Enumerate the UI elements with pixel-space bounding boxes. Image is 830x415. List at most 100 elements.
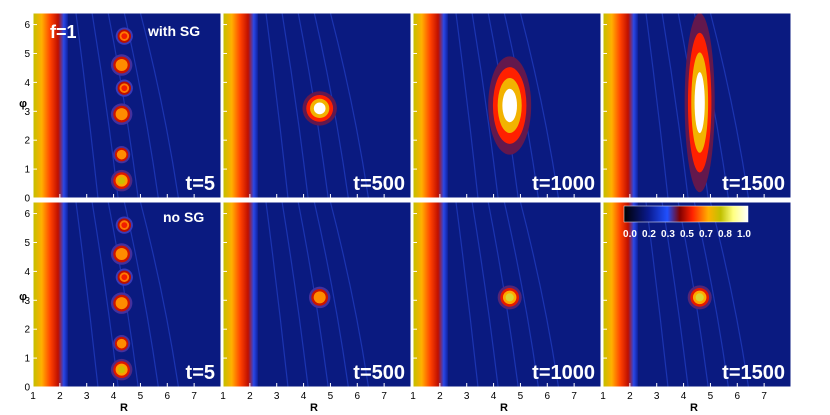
y-tick-label: 6 — [24, 209, 30, 220]
time-label: t=1500 — [722, 173, 785, 195]
panel-frame — [412, 201, 602, 388]
y-tick-label: 4 — [24, 267, 30, 278]
clump-0-layer-3 — [505, 293, 514, 302]
x-axis-title: R — [120, 402, 128, 414]
x-tick-label: 3 — [654, 391, 660, 402]
clump-5-layer-3 — [121, 222, 128, 229]
y-axis-title-top: φ — [19, 98, 27, 110]
x-axis-title: R — [690, 402, 698, 414]
spiral-streak — [265, 13, 289, 198]
clump-0-layer-3 — [694, 72, 705, 134]
y-tick-label: 2 — [24, 136, 30, 147]
x-tick-label: 1 — [30, 391, 36, 402]
spiral-streak — [313, 202, 349, 387]
spiral-streak — [471, 13, 499, 198]
spiral-streak — [661, 13, 689, 198]
corner-label: f=1 — [50, 22, 77, 42]
clump-0-layer-3 — [502, 88, 517, 123]
time-label: t=500 — [353, 173, 405, 195]
panel-sg-t5: t=5 — [32, 12, 222, 199]
panel-sg-t500: t=500 — [222, 12, 412, 199]
panel-frame — [602, 12, 792, 199]
y-tick-label: 5 — [24, 238, 30, 249]
time-label: t=500 — [353, 362, 405, 384]
colorbar-tick-label: 0.5 — [680, 229, 694, 240]
y-tick-label: 0 — [24, 194, 30, 205]
clump-0-layer-3 — [313, 102, 326, 115]
panel-frame — [602, 201, 792, 388]
panel-nosg-t1500: t=1500 — [602, 201, 792, 388]
spiral-streak — [693, 202, 729, 387]
y-tick-label: 2 — [24, 325, 30, 336]
x-tick-label: 2 — [437, 391, 443, 402]
spiral-streak — [503, 202, 539, 387]
x-tick-label: 5 — [518, 391, 524, 402]
inner-disk-band — [33, 13, 68, 198]
spiral-streak — [455, 13, 479, 198]
x-tick-label: 6 — [545, 391, 551, 402]
x-tick-label: 5 — [328, 391, 334, 402]
y-tick-label: 5 — [24, 49, 30, 60]
panel-sg-t1000: t=1000 — [412, 12, 602, 199]
clump-0-layer-3 — [695, 293, 704, 302]
clump-0-layer-3 — [117, 366, 126, 374]
spiral-streak — [75, 13, 99, 198]
x-tick-label: 1 — [410, 391, 416, 402]
spiral-streak — [265, 202, 289, 387]
spiral-streak — [645, 13, 669, 198]
time-label: t=5 — [186, 173, 215, 195]
time-label: t=1000 — [532, 173, 595, 195]
time-label: t=1500 — [722, 362, 785, 384]
x-tick-label: 3 — [274, 391, 280, 402]
y-tick-label: 0 — [24, 383, 30, 394]
inner-disk-band — [603, 202, 638, 387]
x-tick-label: 7 — [191, 391, 197, 402]
y-axis-title-bottom: φ — [19, 291, 27, 303]
x-tick-label: 2 — [57, 391, 63, 402]
panel-nosg-t1000: t=1000 — [412, 201, 602, 388]
panel-nosg-t5: t=5 — [32, 201, 222, 388]
clump-5-layer-3 — [121, 33, 128, 40]
spiral-streak — [329, 13, 370, 198]
spiral-streak — [281, 13, 309, 198]
x-axis-title: R — [310, 402, 318, 414]
x-tick-label: 4 — [491, 391, 497, 402]
clump-2-layer-3 — [117, 299, 126, 307]
colorbar-tick-label: 0.2 — [642, 229, 656, 240]
x-tick-label: 2 — [627, 391, 633, 402]
y-tick-label: 3 — [24, 107, 30, 118]
spiral-streak — [471, 202, 499, 387]
panel-nosg-t500: t=500 — [222, 201, 412, 388]
y-tick-label: 4 — [24, 78, 30, 89]
clump-0-layer-3 — [316, 293, 324, 302]
colorbar-tick-label: 0.3 — [661, 229, 675, 240]
x-tick-label: 5 — [138, 391, 144, 402]
panel-frame — [32, 201, 222, 388]
x-tick-label: 6 — [165, 391, 171, 402]
row-label-no-sg: no SG — [163, 209, 204, 225]
spiral-streak — [281, 202, 309, 387]
x-axis-title: R — [500, 402, 508, 414]
colorbar-tick-label: 0.8 — [718, 229, 732, 240]
inner-disk-band — [33, 202, 68, 387]
spiral-streak — [645, 202, 669, 387]
x-tick-label: 4 — [681, 391, 687, 402]
colorbar-tick-labels: 0.0 0.2 0.3 0.5 0.7 0.8 1.0 — [623, 229, 751, 240]
inner-disk-band — [413, 202, 448, 387]
y-tick-label: 3 — [24, 296, 30, 307]
spiral-streak — [709, 202, 750, 387]
x-tick-label: 1 — [220, 391, 226, 402]
inner-disk-band — [223, 202, 258, 387]
colorbar: 0.0 0.2 0.3 0.5 0.7 0.8 1.0 — [623, 205, 751, 240]
spiral-streak — [709, 13, 750, 198]
row-label-with-sg: with SG — [147, 23, 200, 39]
spiral-streak — [661, 202, 689, 387]
spiral-streak — [455, 202, 479, 387]
x-tick-label: 6 — [735, 391, 741, 402]
spiral-streak — [329, 202, 370, 387]
panel-grid: t=5 t=500 t=1000 t=1500 t=5 t=500 t=1000 t=1500 — [32, 12, 792, 388]
panel-sg-t1500: t=1500 — [602, 12, 792, 199]
colorbar-tick-label: 0.0 — [623, 229, 637, 240]
